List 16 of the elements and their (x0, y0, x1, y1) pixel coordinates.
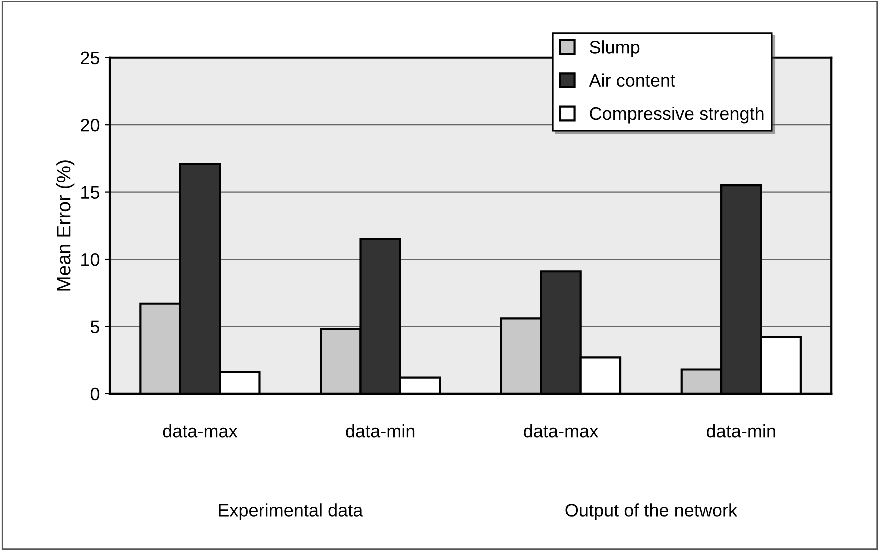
y-tick-label: 15 (82, 186, 100, 200)
y-tick-label: 5 (90, 320, 100, 334)
x-tick-label: data-max (524, 424, 598, 438)
legend-label: Compressive strength (590, 106, 764, 124)
x-tick-label: data-min (346, 424, 415, 438)
y-tick-label: 20 (81, 119, 100, 132)
legend-label: Slump (590, 40, 640, 58)
y-tick-label: 10 (82, 253, 100, 266)
y-axis-title: Mean Error (%) (56, 160, 75, 291)
text: Output of the network (566, 504, 738, 520)
text: Experimental data (219, 504, 364, 520)
y-tick-label: 0 (90, 388, 100, 401)
y-tick-label: 25 (81, 52, 100, 65)
legend-label: Air content (589, 74, 676, 88)
x-tick-label: data-max (163, 424, 238, 438)
x-tick-label: data-min (707, 424, 776, 438)
